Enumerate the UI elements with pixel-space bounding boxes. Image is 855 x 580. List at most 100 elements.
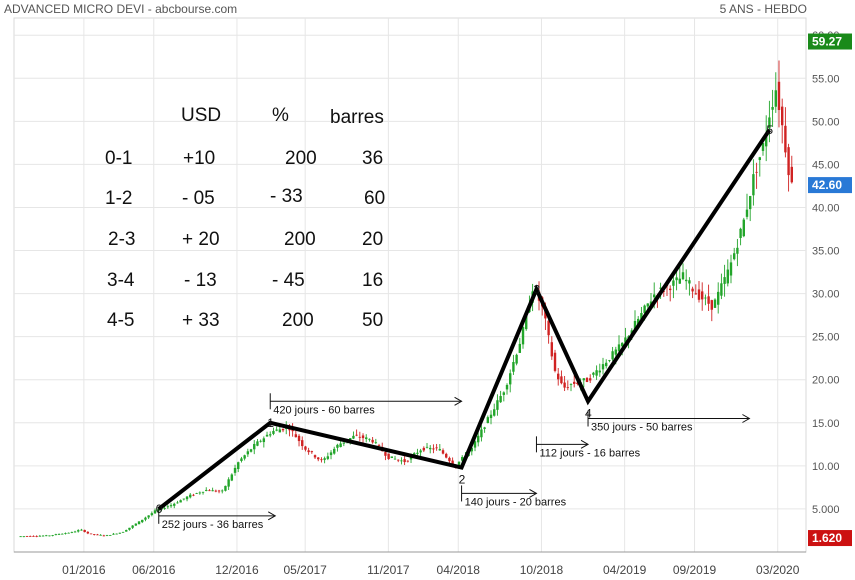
candle-body bbox=[643, 305, 646, 314]
candle-body bbox=[144, 517, 147, 520]
candle-body bbox=[550, 342, 554, 357]
candle-body bbox=[547, 320, 550, 336]
candle-body bbox=[784, 125, 787, 153]
table-header-usd: USD bbox=[181, 105, 222, 126]
candle-body bbox=[51, 535, 54, 536]
candle-body bbox=[413, 453, 416, 456]
wave-line bbox=[157, 128, 772, 511]
y-tick-label: 55.00 bbox=[812, 73, 840, 85]
candle-body bbox=[441, 450, 445, 454]
candle-body bbox=[505, 384, 509, 390]
candle-body bbox=[105, 535, 109, 536]
candle-body bbox=[208, 490, 211, 492]
candle-body bbox=[640, 312, 643, 320]
candle-body bbox=[249, 449, 253, 452]
candle-body bbox=[256, 441, 259, 446]
candle-body bbox=[323, 458, 326, 460]
candle-body bbox=[461, 456, 464, 461]
candle-body bbox=[761, 142, 765, 151]
annotation-arrow bbox=[580, 439, 590, 449]
candle-body bbox=[307, 450, 310, 453]
candle-body bbox=[397, 459, 400, 461]
candle-body bbox=[269, 434, 272, 436]
x-tick-label: 12/2016 bbox=[215, 563, 259, 577]
table-pct: 200 bbox=[284, 229, 316, 250]
candle-body bbox=[742, 219, 745, 237]
candle-body bbox=[624, 337, 627, 343]
candle-body bbox=[544, 310, 547, 319]
candle-body bbox=[777, 81, 781, 111]
candle-body bbox=[121, 531, 125, 533]
candle-body bbox=[764, 133, 768, 147]
annotation-label: 252 jours - 36 barres bbox=[162, 519, 264, 531]
candle-body bbox=[595, 370, 598, 376]
candle-body bbox=[499, 396, 502, 403]
candle-body bbox=[672, 280, 675, 286]
candle-body bbox=[205, 489, 208, 491]
candle-body bbox=[451, 460, 454, 465]
candle-body bbox=[22, 536, 26, 538]
candle-body bbox=[134, 523, 138, 526]
candle-body bbox=[198, 492, 202, 494]
candle-body bbox=[77, 530, 80, 532]
y-tick-label: 50.00 bbox=[812, 116, 840, 128]
candle-body bbox=[736, 247, 739, 254]
candle-body bbox=[585, 378, 589, 382]
candle-body bbox=[390, 456, 394, 458]
candle-body bbox=[553, 352, 557, 371]
candle-body bbox=[275, 429, 278, 431]
candle-body bbox=[518, 343, 522, 353]
y-tick-label: 10.00 bbox=[812, 461, 840, 473]
wave-point-label: 3 bbox=[533, 282, 540, 296]
candle-body bbox=[473, 441, 477, 448]
candle-body bbox=[512, 362, 515, 372]
candle-body bbox=[496, 400, 499, 410]
candle-body bbox=[678, 278, 682, 284]
candle-body bbox=[272, 430, 275, 434]
candle-body bbox=[221, 490, 224, 492]
candle-body bbox=[701, 291, 704, 300]
y-tick-label: 45.00 bbox=[812, 159, 840, 171]
candle-body bbox=[429, 447, 432, 450]
annotation-label: 420 jours - 60 barres bbox=[273, 404, 375, 416]
candle-body bbox=[301, 440, 304, 447]
candle-body bbox=[403, 459, 406, 463]
candle-body bbox=[217, 490, 221, 492]
table-usd: + 20 bbox=[182, 229, 220, 250]
candle-body bbox=[70, 532, 74, 533]
candle-body bbox=[509, 373, 512, 385]
annotation-arrow bbox=[529, 488, 538, 498]
candle-body bbox=[131, 525, 134, 528]
candle-body bbox=[147, 515, 150, 518]
candle-body bbox=[752, 174, 755, 196]
candle-body bbox=[278, 429, 282, 433]
candle-body bbox=[732, 253, 736, 260]
candle-body bbox=[457, 461, 461, 466]
candle-body bbox=[336, 444, 339, 448]
wave-point-label: 4 bbox=[585, 406, 592, 420]
candle-body bbox=[605, 362, 608, 367]
candle-body bbox=[377, 445, 381, 446]
candle-body bbox=[41, 535, 45, 537]
candle-body bbox=[723, 277, 726, 284]
table-bars: 20 bbox=[362, 229, 384, 250]
candle-body bbox=[86, 531, 90, 534]
candle-body bbox=[704, 297, 707, 299]
candle-body bbox=[691, 288, 694, 292]
candle-body bbox=[32, 535, 35, 537]
candle-body bbox=[589, 378, 592, 381]
candle-body bbox=[371, 439, 374, 443]
candle-body bbox=[569, 384, 573, 385]
x-tick-label: 11/2017 bbox=[367, 563, 410, 577]
candle-body bbox=[166, 506, 170, 508]
x-tick-label: 06/2016 bbox=[132, 563, 176, 577]
candle-body bbox=[153, 510, 157, 514]
candle-body bbox=[470, 447, 474, 452]
candle-body bbox=[195, 493, 198, 494]
table-wave: 1-2 bbox=[105, 188, 133, 209]
candle-body bbox=[102, 535, 106, 537]
table-bars: 50 bbox=[362, 310, 384, 331]
candle-body bbox=[748, 196, 752, 210]
candle-body bbox=[61, 533, 64, 535]
candle-body bbox=[333, 448, 336, 454]
